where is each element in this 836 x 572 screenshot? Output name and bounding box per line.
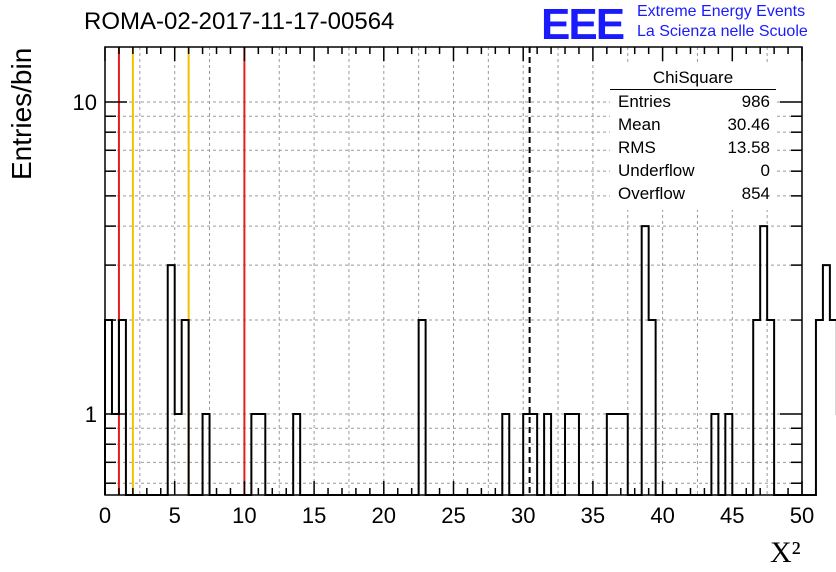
histogram-step-line — [104, 225, 836, 496]
stats-row-overflow: Overflow 854 — [618, 184, 770, 207]
eee-logo: EEE — [541, 0, 625, 49]
stats-key: Mean — [618, 115, 661, 134]
x-tick-label: 10 — [232, 503, 256, 528]
reference-lines — [117, 47, 531, 495]
stats-value: 13.58 — [727, 138, 770, 157]
y-tick-labels: 1 10 — [73, 90, 97, 427]
y-tick-label: 10 — [73, 90, 97, 115]
stats-value: 986 — [741, 92, 770, 111]
y-axis-label: Entries/bin — [6, 47, 37, 180]
x-tick-labels: 0 5 10 15 20 25 30 35 40 45 50 — [99, 503, 814, 528]
stats-row-rms: RMS 13.58 — [618, 138, 770, 161]
stats-row-underflow: Underflow 0 — [618, 161, 770, 184]
stats-title: ChiSquare — [652, 68, 734, 87]
x-tick-label: 25 — [441, 503, 465, 528]
x-tick-label: 45 — [720, 503, 744, 528]
axis-ticks — [104, 47, 803, 495]
logo-line-1: Extreme Energy Events — [637, 3, 806, 20]
grid-lines — [105, 47, 802, 495]
logo-line-2: La Scienza nelle Scuole — [637, 23, 808, 40]
stats-value: 854 — [741, 184, 770, 203]
x-tick-label: 50 — [790, 503, 814, 528]
stats-divider — [610, 89, 776, 90]
y-tick-label: 1 — [85, 402, 97, 427]
stats-row-entries: Entries 986 — [618, 92, 770, 115]
x-tick-label: 5 — [169, 503, 181, 528]
stats-key: RMS — [618, 138, 656, 157]
x-tick-label: 15 — [302, 503, 326, 528]
x-tick-label: 35 — [581, 503, 605, 528]
stats-key: Entries — [618, 92, 671, 111]
stats-key: Overflow — [618, 184, 686, 203]
stats-box: ChiSquare Entries 986 Mean 30.46 RMS 13.… — [610, 64, 776, 210]
x-tick-label: 40 — [650, 503, 674, 528]
x-tick-label: 20 — [372, 503, 396, 528]
x-tick-label: 0 — [99, 503, 111, 528]
x-axis-label: X² — [770, 536, 801, 569]
stats-value: 0 — [760, 161, 770, 180]
chart-title: ROMA-02-2017-11-17-00564 — [84, 8, 395, 35]
stats-key: Underflow — [618, 161, 695, 180]
stats-value: 30.46 — [727, 115, 770, 134]
x-tick-label: 30 — [511, 503, 535, 528]
stats-row-mean: Mean 30.46 — [618, 115, 770, 138]
